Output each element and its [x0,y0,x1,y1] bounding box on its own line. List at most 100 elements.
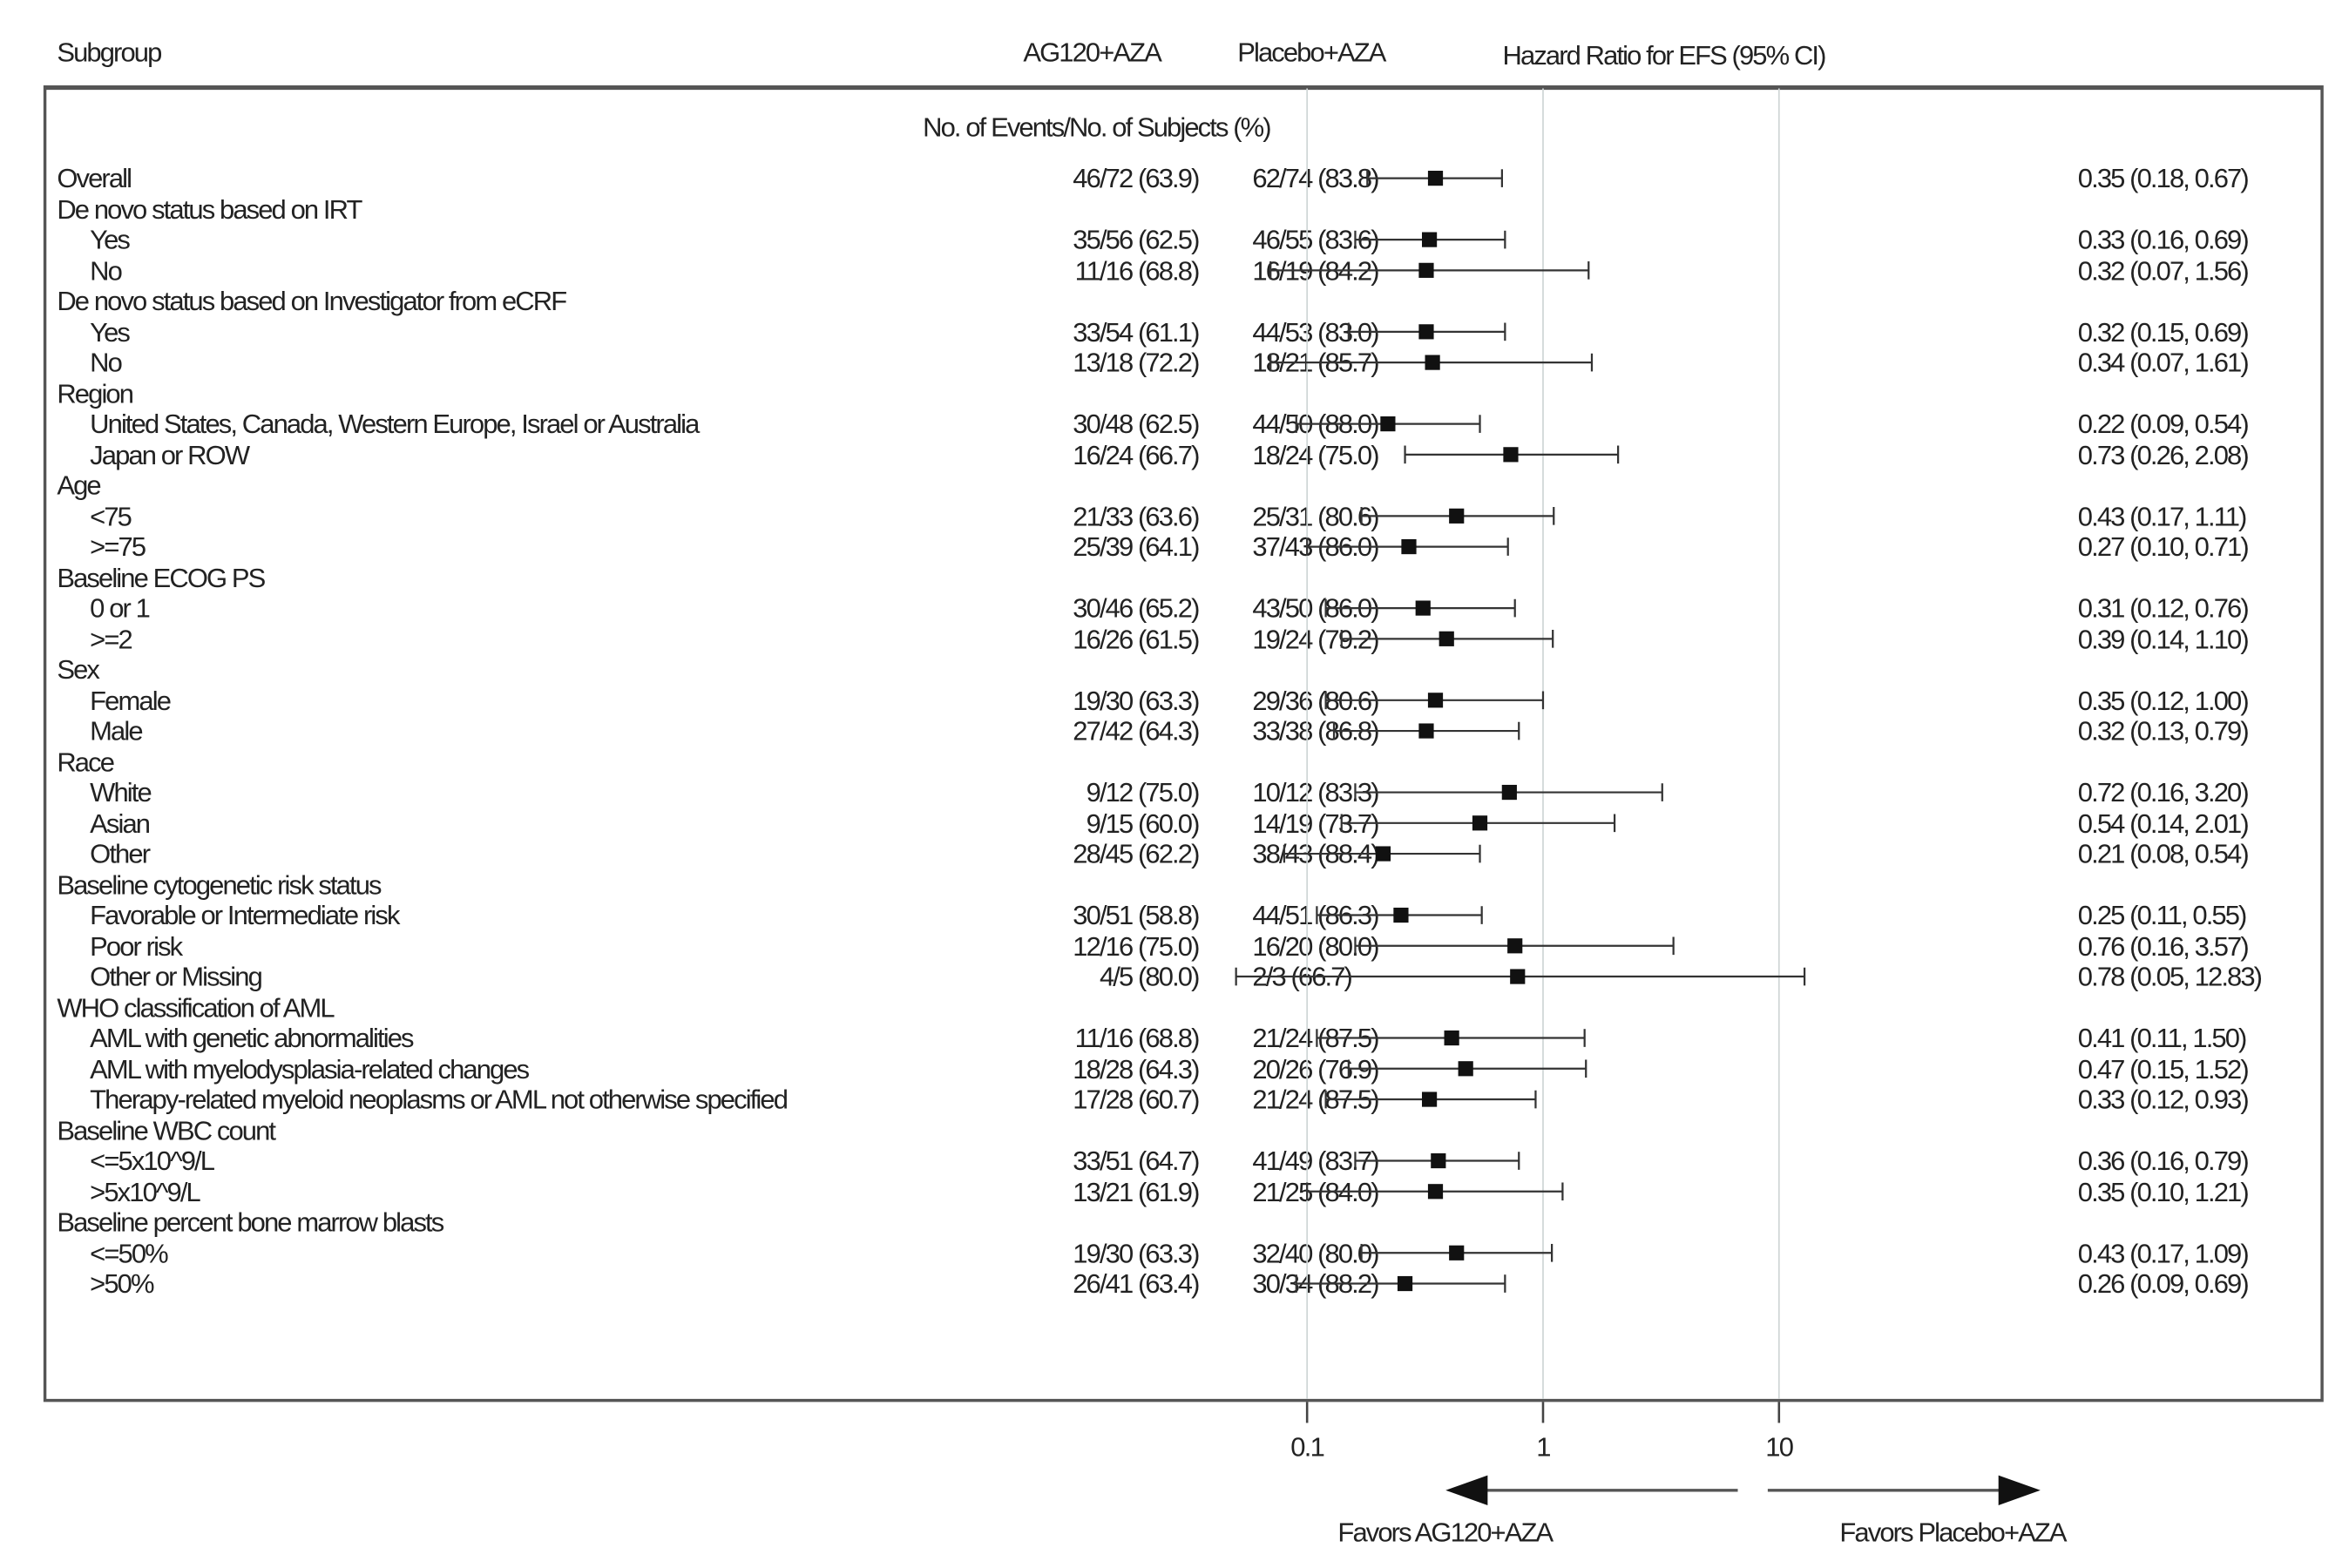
plot-frame [43,85,2324,1402]
hr-ci-text: 0.33 (0.12, 0.93) [2077,1084,2250,1115]
arm1-events: 30/48 (62.5) [1073,409,1200,439]
hr-ci-text: 0.32 (0.15, 0.69) [2077,316,2250,348]
subgroup-heading: Baseline WBC count [57,1115,276,1146]
hr-ci-text: 0.41 (0.11, 1.50) [2077,1023,2248,1053]
subgroup-heading: WHO classification of AML [57,992,335,1023]
arm2-events: 25/31 (80.6) [1252,501,1379,531]
hr-point [1444,1030,1459,1046]
arm1-events: 13/18 (72.2) [1073,347,1200,378]
hr-ci-text: 0.22 (0.09, 0.54) [2077,409,2250,439]
arm2-events: 32/40 (80.0) [1252,1238,1379,1268]
hr-point [1418,324,1434,340]
hr-point [1472,815,1488,831]
arm1-events: 26/41 (63.4) [1073,1268,1200,1299]
subgroup-label: AML with myelodysplasia-related changes [90,1053,530,1084]
hr-point [1449,508,1465,524]
hr-point [1449,1245,1465,1260]
favors-left-label: Favors AG120+AZA [1337,1517,1554,1548]
hr-ci-text: 0.72 (0.16, 3.20) [2077,777,2250,808]
hr-point [1503,447,1519,463]
subgroup-label: <=5x10^9/L [90,1146,215,1176]
hr-point [1431,1152,1446,1169]
subgroup-label: Female [90,685,172,716]
hr-ci-text: 0.35 (0.18, 0.67) [2077,163,2250,193]
arm1-events: 11/16 (68.8) [1074,1023,1201,1053]
subgroup-label: No [90,255,123,286]
subgroup-label: Yes [90,224,131,255]
subgroup-label: Other [90,838,151,869]
arm1-events: 19/30 (63.3) [1073,1238,1200,1268]
subgroup-label: United States, Canada, Western Europe, I… [90,409,700,439]
arm1-events: 46/72 (63.9) [1073,163,1200,193]
hr-point [1393,907,1409,923]
hr-ci-text: 0.26 (0.09, 0.69) [2077,1268,2250,1299]
arm1-events: 30/46 (65.2) [1073,592,1200,624]
hr-ci-text: 0.25 (0.11, 0.55) [2077,900,2248,930]
subgroup-label: Yes [90,316,131,348]
subgroup-heading: Region [57,378,134,409]
subgroup-heading: Baseline cytogenetic risk status [57,869,382,900]
hr-ci-text: 0.33 (0.16, 0.69) [2077,224,2250,255]
arm1-events: 21/33 (63.6) [1073,501,1200,531]
hr-point [1439,631,1454,646]
arm1-events: 33/54 (61.1) [1073,316,1200,348]
arm1-events: 17/28 (60.7) [1073,1084,1200,1115]
subgroup-label: Favorable or Intermediate risk [90,900,400,930]
arm1-events: 9/15 (60.0) [1086,808,1201,839]
subgroup-label: Other or Missing [90,961,263,992]
subgroup-heading: Age [57,470,101,501]
hr-ci-text: 0.27 (0.10, 0.71) [2077,531,2250,562]
events-header: No. of Events/No. of Subjects (%) [923,112,1271,143]
subgroup-label: >=75 [90,531,146,562]
hr-point [1418,262,1434,278]
arm1-events: 4/5 (80.0) [1099,961,1200,992]
arm2-events: 18/24 (75.0) [1252,439,1379,470]
subgroup-label: AML with genetic abnormalities [90,1023,414,1053]
subgroup-label: <=50% [90,1238,169,1268]
arm1-header: AG120+AZA [1023,37,1162,68]
x-tick-label: 1 [1536,1431,1550,1462]
arm1-events: 18/28 (64.3) [1073,1053,1200,1084]
hr-point [1397,1275,1413,1292]
arm1-events: 35/56 (62.5) [1073,224,1200,255]
subgroup-label: <75 [90,501,132,531]
subgroup-heading: Baseline ECOG PS [57,562,266,593]
favors-left-arrowhead [1445,1475,1488,1505]
arm2-events: 62/74 (83.8) [1252,163,1379,193]
subgroup-label: Asian [90,808,151,839]
hr-point [1458,1061,1473,1077]
hr-ci-text: 0.31 (0.12, 0.76) [2077,592,2250,624]
hr-ci-text: 0.47 (0.15, 1.52) [2077,1053,2250,1084]
hr-ci-text: 0.21 (0.08, 0.54) [2077,838,2250,869]
hr-ci-text: 0.43 (0.17, 1.09) [2077,1238,2250,1268]
arm1-events: 9/12 (75.0) [1086,777,1201,808]
hr-point [1421,1092,1438,1107]
subgroup-heading: De novo status based on IRT [57,193,362,225]
subgroup-heading: Overall [57,163,132,193]
arm2-header: Placebo+AZA [1237,37,1386,68]
hr-point [1418,723,1434,739]
hr-ci-text: 0.39 (0.14, 1.10) [2077,624,2250,654]
hr-ci-text: 0.43 (0.17, 1.11) [2077,501,2248,531]
subgroup-heading: De novo status based on Investigator fro… [57,286,567,316]
arm1-events: 13/21 (61.9) [1073,1176,1200,1206]
subgroup-label: No [90,347,123,378]
arm1-events: 27/42 (64.3) [1073,715,1200,747]
subgroup-label: White [90,777,152,808]
hr-point [1427,171,1444,186]
hr-point [1425,355,1440,370]
hr-point [1421,232,1438,247]
hr-ci-text: 0.32 (0.07, 1.56) [2077,255,2250,286]
hr-point [1415,600,1431,616]
subgroup-label: >=2 [90,624,133,654]
arm1-events: 12/16 (75.0) [1073,930,1200,961]
hr-ci-text: 0.35 (0.10, 1.21) [2077,1176,2250,1206]
hr-header: Hazard Ratio for EFS (95% CI) [1502,40,1827,71]
hr-point [1510,969,1526,984]
arm1-events: 19/30 (63.3) [1073,685,1200,716]
arm1-events: 30/51 (58.8) [1073,900,1200,930]
arm1-events: 16/26 (61.5) [1073,624,1200,654]
subgroup-label: Japan or ROW [90,439,250,470]
subgroup-heading: Race [57,747,115,777]
